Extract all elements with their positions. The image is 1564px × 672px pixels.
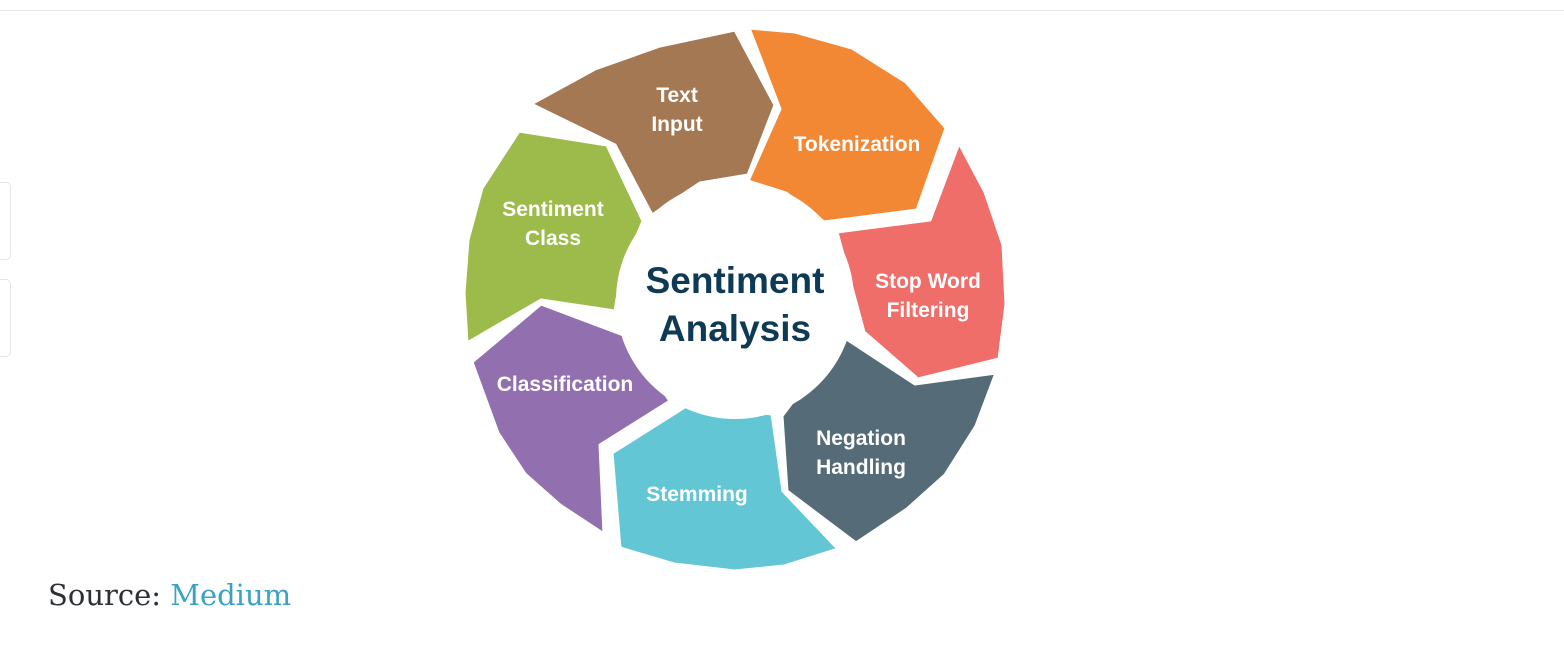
top-divider <box>0 10 1564 11</box>
label-text-input: Text Input <box>651 84 702 136</box>
label-tokenization: Tokenization <box>794 133 921 156</box>
label-stop-word-filtering: Stop Word Filtering <box>875 270 981 322</box>
segment-stop-word-filtering <box>835 141 1008 381</box>
source-prefix: Source: <box>48 578 171 612</box>
label-stop-word-filtering-line-2: Filtering <box>887 299 970 322</box>
label-sentiment-class-line-2: Class <box>525 227 581 250</box>
label-sentiment-class-line-1: Sentiment <box>502 198 604 221</box>
cycle-segment-labels: Text Input Tokenization Stop Word Filtering N… <box>497 84 981 506</box>
segment-negation-handling <box>780 334 998 545</box>
label-text-input-line-1: Text <box>656 84 698 107</box>
source-link-medium[interactable]: Medium <box>170 578 292 612</box>
label-classification-line-1: Classification <box>497 373 634 396</box>
center-title-line-1: Sentiment <box>646 260 825 301</box>
segment-tokenization <box>746 26 948 224</box>
cycle-segments <box>462 26 1008 573</box>
center-title-line-2: Analysis <box>659 308 811 349</box>
label-sentiment-class: Sentiment Class <box>502 198 604 250</box>
label-stemming: Stemming <box>646 483 748 506</box>
side-tab-lower[interactable] <box>0 279 11 357</box>
image-source-caption: Source: Medium <box>48 578 291 612</box>
label-tokenization-line-1: Tokenization <box>794 133 921 156</box>
segment-stemming <box>610 403 840 573</box>
label-stemming-line-1: Stemming <box>646 483 748 506</box>
segment-sentiment-class <box>462 129 645 345</box>
label-classification: Classification <box>497 373 634 396</box>
segment-text-input <box>529 28 777 217</box>
side-tab-upper[interactable] <box>0 182 11 260</box>
label-negation-handling-line-1: Negation <box>816 427 906 450</box>
segment-classification <box>470 302 672 536</box>
label-stop-word-filtering-line-1: Stop Word <box>875 270 981 293</box>
label-negation-handling-line-2: Handling <box>816 456 906 479</box>
label-negation-handling: Negation Handling <box>816 427 906 479</box>
label-text-input-line-2: Input <box>651 113 702 136</box>
center-disc <box>616 181 854 419</box>
